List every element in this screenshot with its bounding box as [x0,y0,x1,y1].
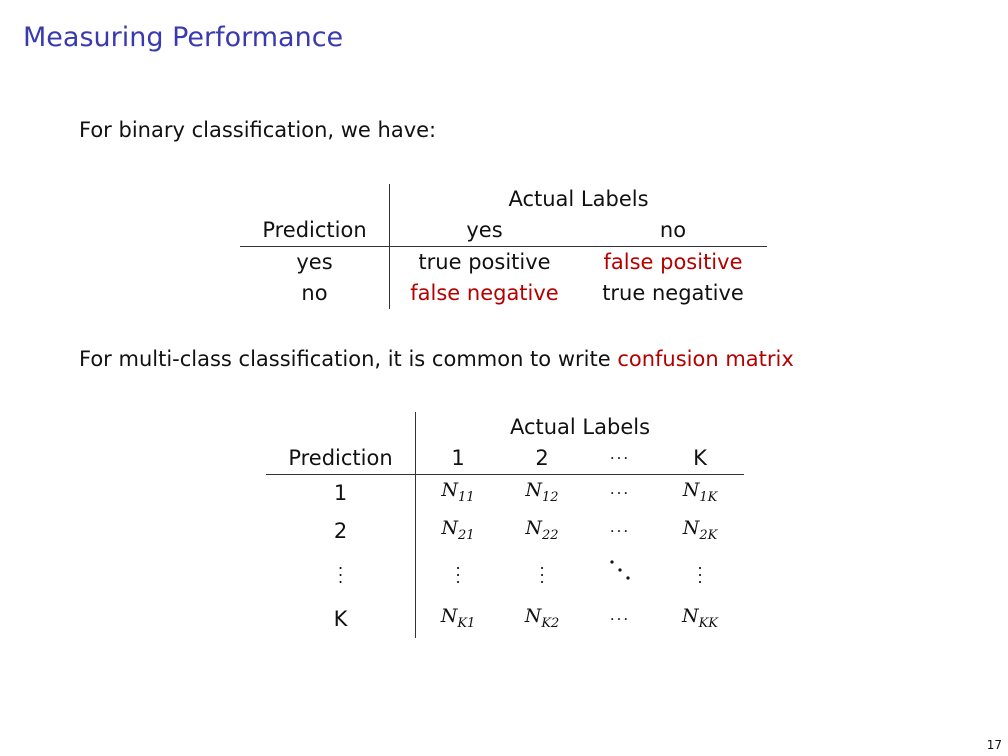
matrix-cell-ellipsis: ··· [609,484,631,503]
actual-labels-header: Actual Labels [509,415,651,439]
col-header: 2 [500,443,584,475]
row-header-no: no [240,278,390,309]
cell-true-negative: true negative [602,281,744,305]
matrix-cell: N12 [525,479,559,505]
col-header: K [656,443,744,475]
matrix-cell-ellipsis: ··· [609,522,631,541]
vdots-cell: ... [656,551,744,601]
matrix-cell: N2K [682,516,718,543]
col-header: 1 [415,443,500,475]
multi-confusion-table: Actual Labels Prediction 1 2 ··· K 1 N11… [266,412,744,639]
confusion-matrix-term: confusion matrix [617,347,794,371]
ddots-cell [584,551,656,601]
matrix-cell: N1K [682,479,718,505]
slide-title: Measuring Performance [23,22,344,53]
col-header-yes: yes [389,215,579,247]
matrix-cell-ellipsis: ··· [609,609,631,628]
row-header: 1 [266,474,416,513]
col-header-no: no [579,215,767,247]
binary-intro-text: For binary classification, we have: [79,118,437,142]
vdots-icon: ... [337,553,344,587]
row-header: K [266,600,416,639]
cell-false-positive: false positive [603,250,743,274]
col-header-ellipsis: ··· [584,443,656,475]
matrix-cell: NK2 [524,604,560,631]
prediction-header: Prediction [240,215,390,247]
matrix-cell: N21 [441,516,475,543]
prediction-header: Prediction [266,443,416,475]
cell-true-positive: true positive [418,250,551,274]
ddots-icon [610,560,630,580]
actual-labels-header: Actual Labels [508,187,649,211]
row-header-yes: yes [240,246,390,278]
cell-false-negative: false negative [410,281,559,305]
matrix-cell: NKK [681,604,719,631]
binary-confusion-table: Actual Labels Prediction yes no yes true… [240,184,767,309]
matrix-cell: NK1 [440,604,476,631]
matrix-cell: N22 [525,516,559,543]
vdots-cell: ... [500,551,584,601]
multi-intro-plain: For multi-class classification, it is co… [79,347,611,371]
row-header-vdots: ... [266,550,416,601]
vdots-icon: ... [455,553,461,587]
vdots-cell: ... [416,551,501,601]
matrix-cell: N11 [441,479,475,505]
row-header: 2 [266,512,416,551]
page-number: 17 [986,738,1002,752]
multi-intro-text: For multi-class classification, it is co… [79,347,794,371]
vdots-icon: ... [697,553,703,587]
vdots-icon: ... [539,553,545,587]
